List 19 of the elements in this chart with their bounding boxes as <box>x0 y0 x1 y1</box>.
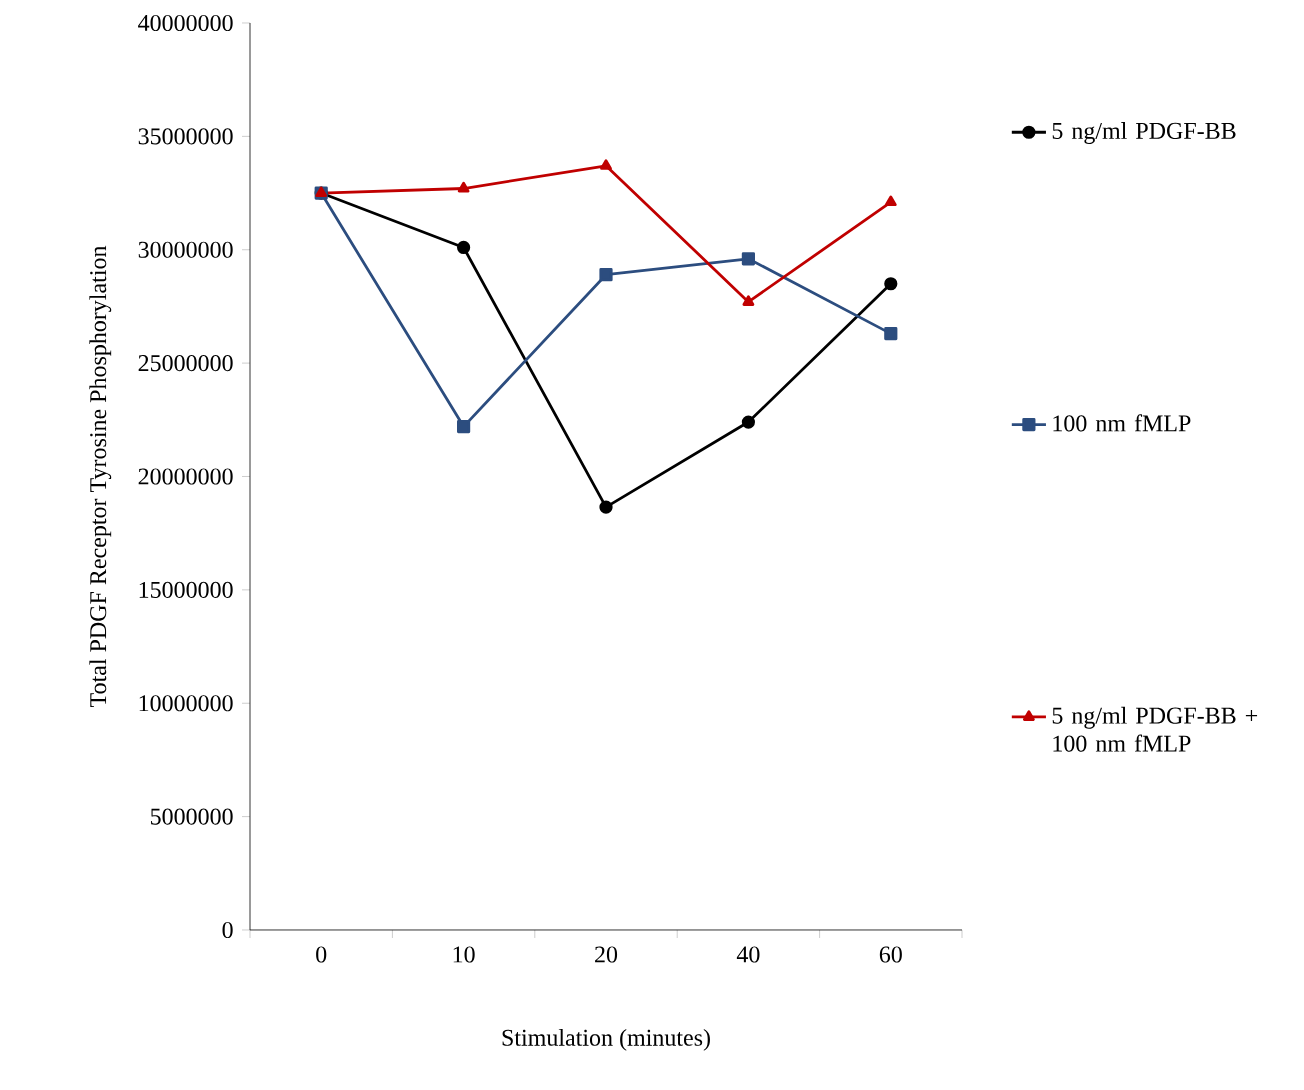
x-tick-label: 10 <box>453 946 475 963</box>
x-tick-label: 40 <box>736 946 760 963</box>
y-tick-label: 20000000 <box>138 468 233 485</box>
x-axis-title: Stimulation (minutes) <box>502 1028 710 1051</box>
y-tick-label: 5000000 <box>150 808 233 825</box>
y-tick-label: 10000000 <box>139 695 233 712</box>
x-tick-label: 20 <box>595 946 618 963</box>
x-tick-label: 0 <box>316 946 327 963</box>
y-tick-label: 0 <box>222 921 233 939</box>
y-axis-title: Total PDGF Receptor Tyrosine Phosphorylation <box>89 245 112 708</box>
y-tick-label: 15000000 <box>139 581 233 598</box>
legend-label: 5 ng/ml PDGF-BB + 100 nm fMLP <box>1052 706 1258 752</box>
y-tick-label: 25000000 <box>138 355 233 372</box>
x-tick-label: 60 <box>879 946 902 963</box>
y-tick-label: 30000000 <box>138 241 233 258</box>
y-tick-label: 35000000 <box>138 128 233 145</box>
y-tick-label: 40000000 <box>138 14 233 32</box>
legend-label: 5 ng/ml PDGF-BB <box>1052 122 1236 144</box>
legend-label: 100 nm fMLP <box>1053 414 1191 432</box>
